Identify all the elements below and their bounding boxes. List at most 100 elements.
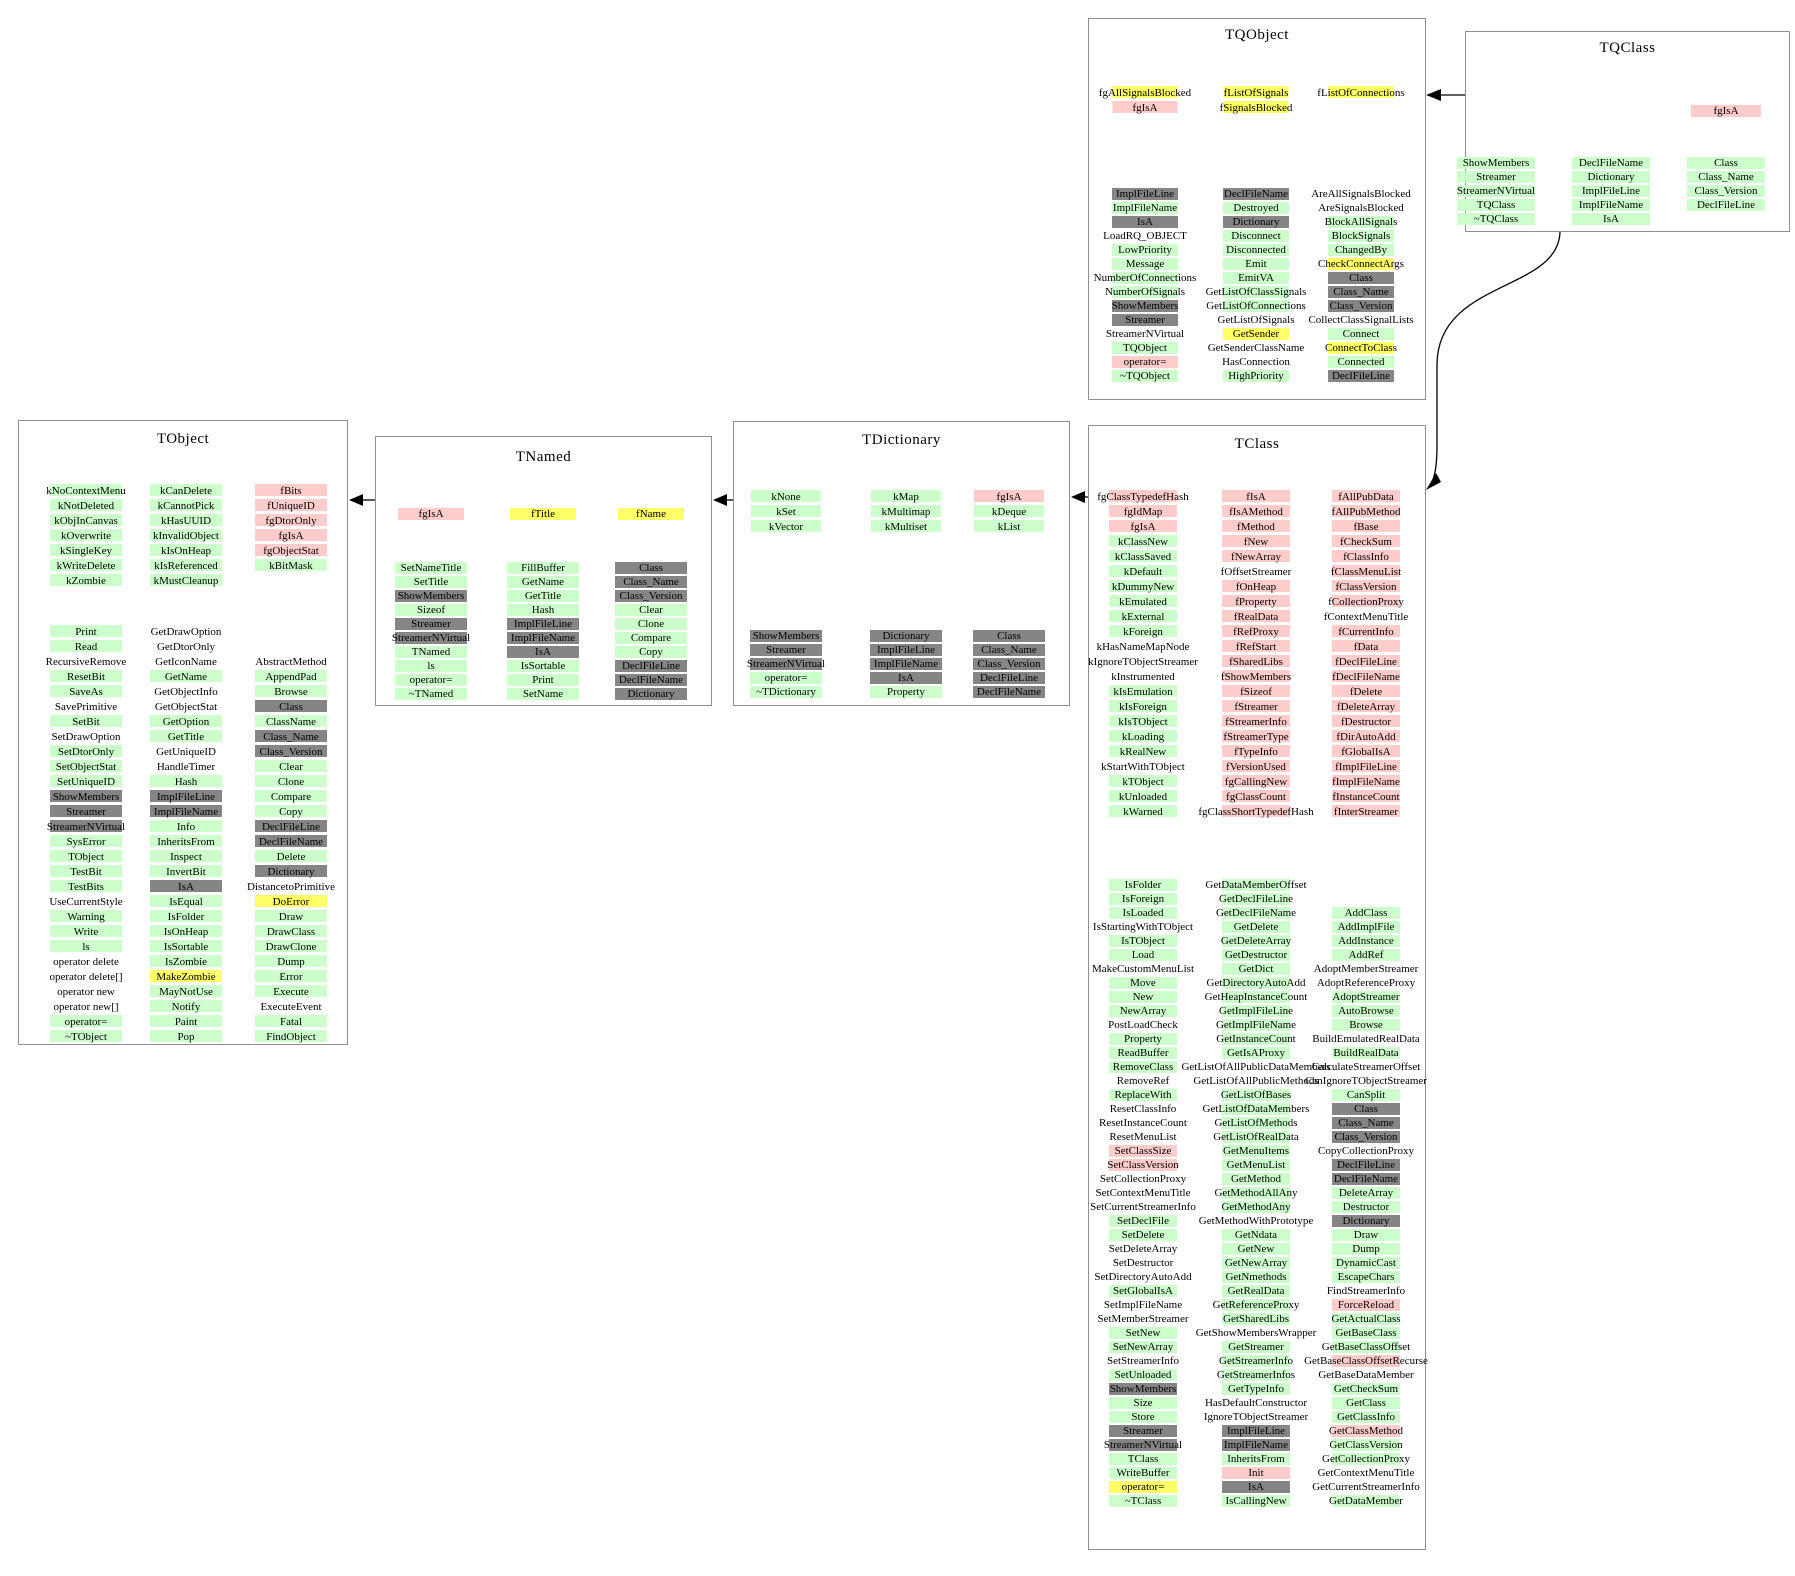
member-cell[interactable]: ImplFileLine xyxy=(821,643,991,657)
member-cell[interactable]: Clear xyxy=(206,759,376,774)
member-cell-text[interactable]: fOffsetStreamer xyxy=(1220,565,1292,578)
member-cell[interactable]: GetListOfBases xyxy=(1171,1088,1341,1102)
member-cell-text[interactable]: Dictionary xyxy=(267,865,315,878)
member-cell-text[interactable]: Streamer xyxy=(1125,314,1165,326)
member-cell[interactable]: GetActualClass xyxy=(1281,1312,1451,1326)
member-cell[interactable]: fVersionUsed xyxy=(1171,759,1341,774)
member-cell-text[interactable]: fDeleteArray xyxy=(1336,700,1396,713)
member-cell[interactable]: IsA xyxy=(821,671,991,685)
member-cell-text[interactable]: GetInstanceCount xyxy=(1216,1033,1296,1045)
class-title[interactable]: TNamed xyxy=(515,449,572,465)
member-cell-text[interactable]: fNew xyxy=(1243,535,1269,548)
member-cell-text[interactable]: AdoptReferenceProxy xyxy=(1316,977,1416,989)
member-cell-text[interactable]: HasConnection xyxy=(1222,356,1290,368)
member-cell[interactable]: SetDrawOption xyxy=(1,729,171,744)
member-cell-text[interactable]: ResetInstanceCount xyxy=(1099,1117,1187,1129)
member-cell[interactable]: Paint xyxy=(101,1014,271,1029)
member-cell-text[interactable]: Notify xyxy=(171,1000,201,1013)
member-cell[interactable]: SetNameTitle xyxy=(346,561,516,575)
member-cell-text[interactable]: AdoptMemberStreamer xyxy=(1313,963,1419,975)
member-cell[interactable]: GetListOfAllPublicMethods xyxy=(1171,1074,1341,1088)
member-cell-text[interactable]: kInvalidObject xyxy=(153,529,219,542)
member-cell[interactable]: Print xyxy=(1,624,171,639)
member-cell-text[interactable]: ImplFileName xyxy=(1223,1439,1289,1451)
member-cell[interactable]: fClassInfo xyxy=(1281,549,1451,564)
member-cell[interactable]: SetStreamerInfo xyxy=(1058,1354,1228,1368)
member-cell[interactable]: GetNdata xyxy=(1171,1228,1341,1242)
member-cell[interactable]: GetDtorOnly xyxy=(101,639,271,654)
member-cell[interactable]: ResetClassInfo xyxy=(1058,1102,1228,1116)
member-cell-text[interactable]: IsSortable xyxy=(520,660,566,672)
member-cell-text[interactable]: kHasUUID xyxy=(160,514,212,527)
member-cell-text[interactable]: IsForeign xyxy=(1121,893,1165,905)
member-cell[interactable]: Property xyxy=(1058,1032,1228,1046)
member-cell[interactable]: kIsForeign xyxy=(1058,699,1228,714)
member-cell-text[interactable]: fClassVersion xyxy=(1335,580,1397,593)
member-cell-text[interactable]: kMap xyxy=(893,490,919,503)
member-cell[interactable]: GetObjectStat xyxy=(101,699,271,714)
member-cell-text[interactable]: DistancetoPrimitive xyxy=(247,880,335,893)
member-cell-text[interactable]: GetRealData xyxy=(1227,1285,1285,1297)
member-cell-text[interactable]: ImplFileLine xyxy=(876,644,936,656)
member-cell-text[interactable]: Property xyxy=(1124,1033,1162,1045)
member-cell[interactable]: SetUnloaded xyxy=(1058,1368,1228,1382)
member-cell[interactable]: HandleTimer xyxy=(101,759,271,774)
member-cell[interactable]: fName xyxy=(566,507,736,521)
member-cell-text[interactable]: fGlobalIsA xyxy=(1341,745,1391,758)
member-cell[interactable]: RecursiveRemove xyxy=(1,654,171,669)
member-cell[interactable]: TClass xyxy=(1058,1452,1228,1466)
member-cell-text[interactable]: Clear xyxy=(279,760,303,773)
member-cell-text[interactable]: kForeign xyxy=(1123,625,1163,638)
member-cell-text[interactable]: Execute xyxy=(273,985,309,998)
member-cell-text[interactable]: IsFolder xyxy=(1124,879,1162,891)
member-cell[interactable]: GetClassMethod xyxy=(1281,1424,1451,1438)
member-cell[interactable]: Copy xyxy=(566,645,736,659)
member-cell[interactable]: Destroyed xyxy=(1171,201,1341,215)
member-cell-text[interactable]: SetUniqueID xyxy=(56,775,116,788)
class-title[interactable]: TClass xyxy=(1234,436,1280,452)
member-cell-text[interactable]: kWriteDelete xyxy=(56,559,116,572)
member-cell-text[interactable]: Inspect xyxy=(170,850,202,863)
member-cell[interactable]: GetClassVersion xyxy=(1281,1438,1451,1452)
member-cell[interactable]: EscapeChars xyxy=(1281,1270,1451,1284)
member-cell[interactable]: SetDestructor xyxy=(1058,1256,1228,1270)
member-cell-text[interactable]: ImplFileLine xyxy=(156,790,216,803)
member-cell-text[interactable]: fCollectionProxy xyxy=(1328,595,1404,608)
member-cell-text[interactable]: WriteBuffer xyxy=(1116,1467,1170,1479)
member-cell[interactable]: ExecuteEvent xyxy=(206,999,376,1014)
member-cell[interactable]: InheritsFrom xyxy=(101,834,271,849)
member-cell-text[interactable]: Class xyxy=(1714,157,1738,169)
member-cell-text[interactable]: SetDeleteArray xyxy=(1108,1243,1178,1255)
member-cell-text[interactable]: ShowMembers xyxy=(1462,157,1530,169)
member-cell[interactable]: Browse xyxy=(1281,1018,1451,1032)
member-cell-text[interactable]: GetReferenceProxy xyxy=(1212,1299,1300,1311)
member-cell[interactable]: HasConnection xyxy=(1171,355,1341,369)
class-title[interactable]: TQObject xyxy=(1225,27,1289,43)
member-cell[interactable]: IsForeign xyxy=(1058,892,1228,906)
member-cell-text[interactable]: DeclFileName xyxy=(258,835,324,848)
member-cell-text[interactable]: SetCollectionProxy xyxy=(1099,1173,1187,1185)
member-cell-text[interactable]: kExternal xyxy=(1121,610,1165,623)
member-cell-text[interactable]: Print xyxy=(75,625,97,638)
member-cell-text[interactable]: CopyCollectionProxy xyxy=(1318,1145,1414,1157)
member-cell[interactable]: ImplFileLine xyxy=(101,789,271,804)
member-cell[interactable]: Print xyxy=(458,673,628,687)
member-cell-text[interactable]: GetListOfDataMembers xyxy=(1202,1103,1310,1115)
member-cell[interactable]: Class_Name xyxy=(566,575,736,589)
member-cell-text[interactable]: ImplFileLine xyxy=(1581,185,1641,197)
member-cell[interactable]: ImplFileName xyxy=(101,804,271,819)
member-cell[interactable]: kUnloaded xyxy=(1058,789,1228,804)
member-cell[interactable]: fBits xyxy=(206,483,376,498)
member-cell-text[interactable]: fData xyxy=(1353,640,1379,653)
member-cell[interactable]: fNewArray xyxy=(1171,549,1341,564)
member-cell[interactable]: CheckConnectArgs xyxy=(1276,257,1446,271)
member-cell-text[interactable]: TQObject xyxy=(1123,342,1167,354)
member-cell-text[interactable]: GetListOfSignals xyxy=(1217,314,1295,326)
member-cell[interactable]: fDeleteArray xyxy=(1281,699,1451,714)
member-cell[interactable]: Size xyxy=(1058,1396,1228,1410)
member-cell[interactable]: kIsOnHeap xyxy=(101,543,271,558)
member-cell-text[interactable]: IsZombie xyxy=(164,955,208,968)
member-cell-text[interactable]: BlockAllSignals xyxy=(1324,216,1398,228)
member-cell[interactable]: kZombie xyxy=(1,573,171,588)
member-cell[interactable]: kIsReferenced xyxy=(101,558,271,573)
